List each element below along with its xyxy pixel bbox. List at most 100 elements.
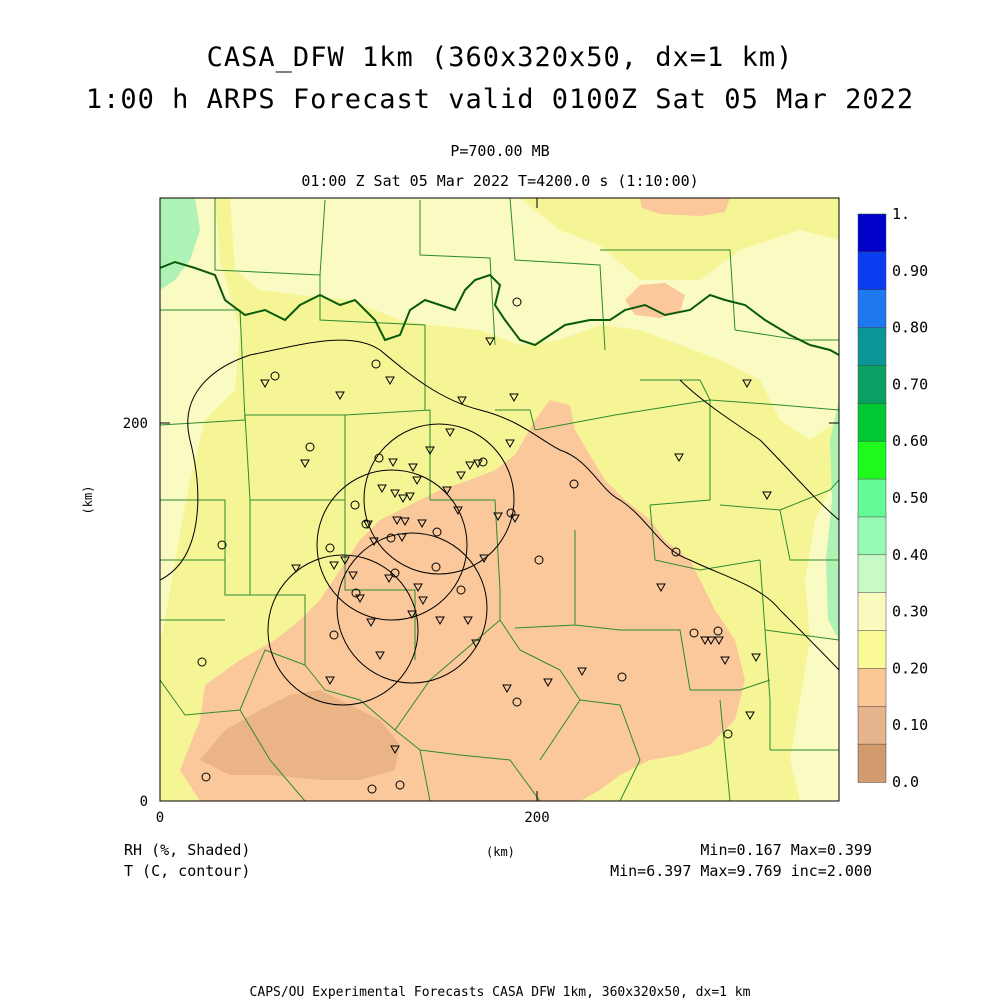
station-circle-marker	[390, 568, 400, 578]
x-tick-label-200: 200	[524, 810, 549, 826]
station-triangle-marker	[505, 439, 515, 449]
colorbar-swatch	[857, 213, 887, 253]
rh-light-region-west	[160, 198, 240, 640]
station-circle-marker	[367, 784, 377, 794]
rh-colorbar	[857, 213, 887, 783]
colorbar-swatch	[857, 251, 887, 291]
station-triangle-marker	[471, 639, 481, 649]
station-triangle-marker	[720, 656, 730, 666]
station-triangle-marker	[417, 519, 427, 529]
colorbar-swatch	[857, 554, 887, 594]
radar-ring-southwest	[267, 554, 419, 706]
station-triangle-marker	[751, 653, 761, 663]
station-triangle-marker	[674, 453, 684, 463]
contour-field-label: T (C, contour)	[124, 862, 251, 880]
station-circle-marker	[350, 500, 360, 510]
rh-dry-patch-north	[625, 283, 685, 318]
station-circle-marker	[395, 780, 405, 790]
station-triangle-marker	[509, 393, 519, 403]
station-circle-marker	[386, 533, 396, 543]
temperature-min-max: Min=6.397 Max=9.769 inc=2.000	[610, 862, 872, 880]
station-circle-marker	[270, 371, 280, 381]
rh-dry-patch-ne	[640, 198, 730, 216]
station-triangle-marker	[479, 554, 489, 564]
station-circle-marker	[201, 772, 211, 782]
station-triangle-marker	[465, 461, 475, 471]
colorbar-tick-label: 0.40	[892, 546, 928, 564]
credit-line: CAPS/OU Experimental Forecasts CASA DFW …	[249, 985, 751, 1000]
radar-coverage-rings	[267, 423, 515, 706]
station-triangle-marker	[543, 678, 553, 688]
station-triangle-marker	[445, 428, 455, 438]
station-triangle-marker	[742, 379, 752, 389]
colorbar-swatch	[857, 668, 887, 708]
rh-light-region-north	[230, 198, 839, 440]
rh-darker-patch	[200, 690, 400, 780]
station-circle-marker	[329, 630, 339, 640]
station-circle-marker	[456, 585, 466, 595]
station-triangle-marker	[453, 506, 463, 516]
map-frame	[159, 197, 840, 802]
y-axis-label: (km)	[81, 486, 95, 515]
colorbar-swatch	[857, 706, 887, 745]
station-triangle-marker	[700, 636, 710, 646]
station-triangle-marker	[425, 446, 435, 456]
radar-ring-south	[336, 532, 488, 684]
colorbar-swatch	[857, 440, 887, 480]
station-triangle-marker	[463, 616, 473, 626]
colorbar-swatch	[857, 630, 887, 670]
station-triangle-marker	[502, 684, 512, 694]
station-triangle-marker	[390, 745, 400, 755]
station-triangle-marker	[260, 379, 270, 389]
station-triangle-marker	[335, 391, 345, 401]
colorbar-swatch	[857, 327, 887, 367]
station-triangle-marker	[493, 512, 503, 522]
valid-time-label: 01:00 Z Sat 05 Mar 2022 T=4200.0 s (1:10…	[301, 172, 699, 190]
station-triangle-marker	[745, 711, 755, 721]
station-triangle-marker	[388, 458, 398, 468]
station-triangle-marker	[407, 610, 417, 620]
station-triangle-marker	[369, 537, 379, 547]
station-triangle-marker	[714, 636, 724, 646]
station-triangle-marker	[325, 676, 335, 686]
station-triangle-marker	[390, 489, 400, 499]
station-triangle-marker	[340, 556, 350, 566]
station-circle-marker	[689, 628, 699, 638]
station-triangle-marker	[577, 667, 587, 677]
y-tick-label-200: 200	[123, 416, 148, 432]
shaded-field-label: RH (%, Shaded)	[124, 841, 251, 859]
colorbar-tick-label: 0.20	[892, 659, 928, 677]
station-triangle-marker	[300, 459, 310, 469]
station-circle-marker	[478, 457, 488, 467]
station-triangle-marker	[457, 396, 467, 406]
map-panel	[160, 198, 839, 801]
rh-green-patch-west	[160, 198, 200, 290]
colorbar-tick-label: 0.90	[892, 262, 928, 280]
radar-ring-center	[316, 469, 468, 621]
station-circle-marker	[723, 729, 733, 739]
radar-ring-north	[363, 423, 515, 575]
station-circle-marker	[617, 672, 627, 682]
station-circle-marker	[197, 657, 207, 667]
station-triangle-marker	[397, 533, 407, 543]
station-triangle-marker	[377, 484, 387, 494]
colorbar-swatch	[857, 403, 887, 442]
station-circle-marker	[512, 297, 522, 307]
station-triangle-marker	[291, 564, 301, 574]
colorbar-tick-label: 0.70	[892, 375, 928, 393]
station-triangle-marker	[456, 471, 466, 481]
colorbar-tick-label: 0.10	[892, 716, 928, 734]
station-triangle-marker	[405, 492, 415, 502]
station-triangle-marker	[375, 651, 385, 661]
station-triangle-marker	[400, 517, 410, 527]
colorbar-swatch	[857, 478, 887, 518]
plot-title-line-2: 1:00 h ARPS Forecast valid 0100Z Sat 05 …	[85, 84, 915, 115]
station-triangle-marker	[392, 516, 402, 526]
station-circle-marker	[671, 547, 681, 557]
station-circle-marker	[361, 519, 371, 529]
station-circle-marker	[351, 588, 361, 598]
station-circle-marker	[374, 453, 384, 463]
station-triangle-marker	[435, 616, 445, 626]
rh-green-patch-east	[826, 400, 839, 640]
colorbar-tick-label: 0.0	[892, 773, 919, 791]
